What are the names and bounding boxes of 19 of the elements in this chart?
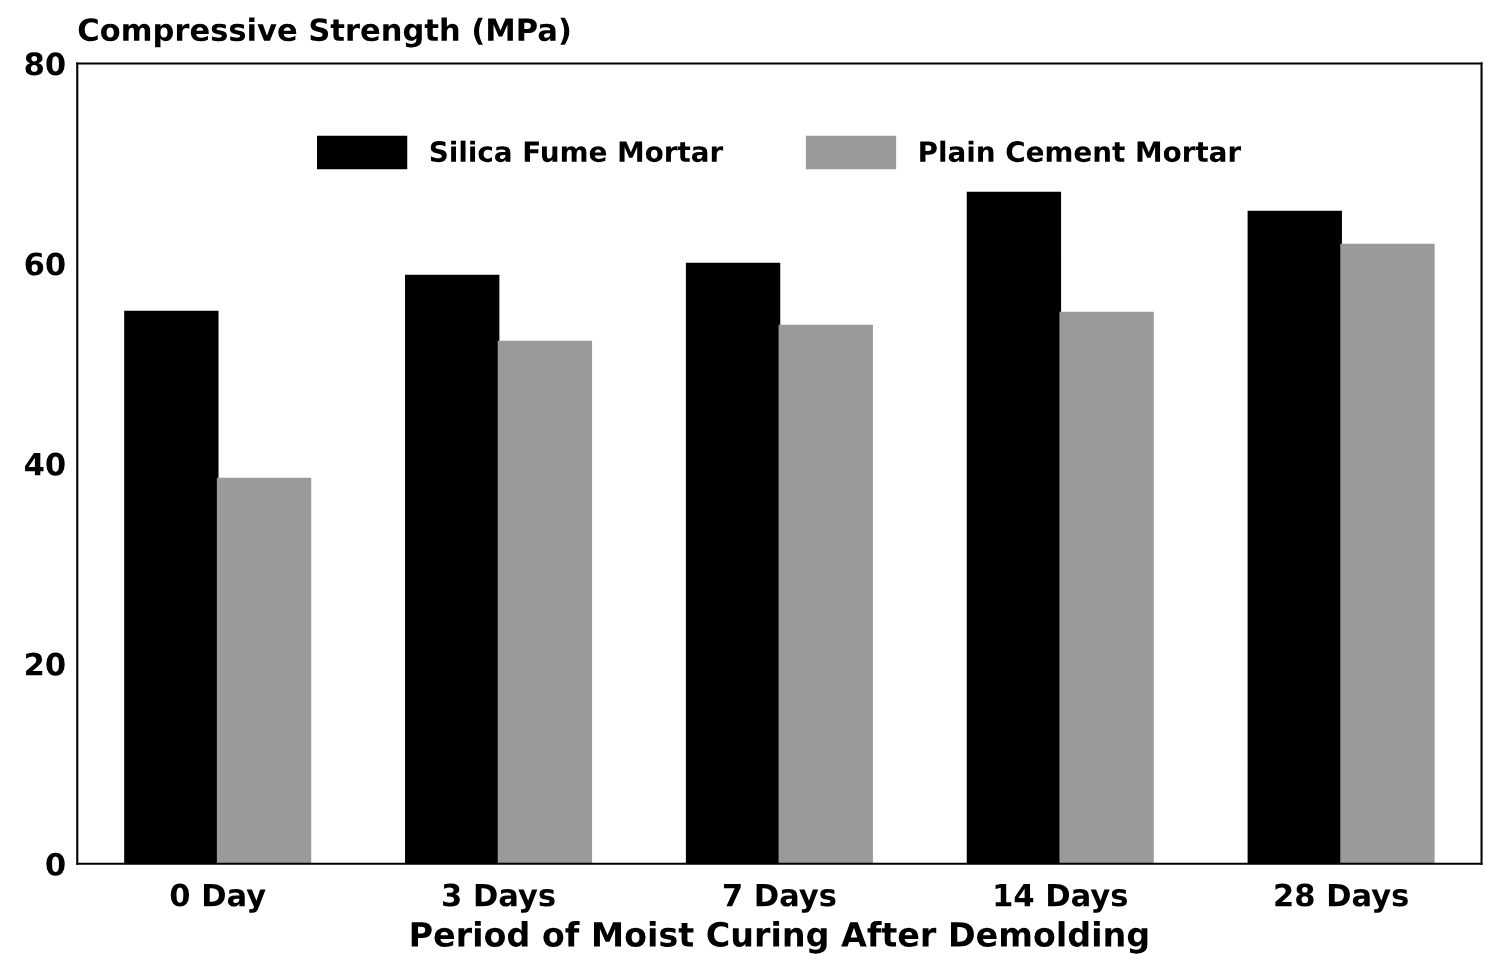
y-tick-label: 40 <box>25 452 65 476</box>
y-tick-label: 60 <box>25 252 65 276</box>
x-tick-label: 0 Day <box>170 883 266 913</box>
x-axis-title: Period of Moist Curing After Demolding <box>411 921 1148 954</box>
y-axis-title: Compressive Strength (MPa) <box>78 17 570 48</box>
x-tick-label: 3 Days <box>443 883 555 913</box>
bar <box>216 477 312 864</box>
y-tick-label: 80 <box>25 52 65 76</box>
bar <box>778 324 873 864</box>
x-tick-label: 7 Days <box>723 883 836 913</box>
legend-label: Plain Cement Mortar <box>920 140 1242 163</box>
bar <box>497 340 593 864</box>
legend-label: Silica Fume Mortar <box>430 140 724 163</box>
x-tick-label: 28 Days <box>1275 883 1408 913</box>
y-tick-label: 0 <box>46 852 65 876</box>
y-tick-label: 20 <box>26 652 65 676</box>
bar <box>1340 243 1435 864</box>
bar <box>1059 311 1154 864</box>
x-tick-label: 14 Days <box>995 883 1127 913</box>
